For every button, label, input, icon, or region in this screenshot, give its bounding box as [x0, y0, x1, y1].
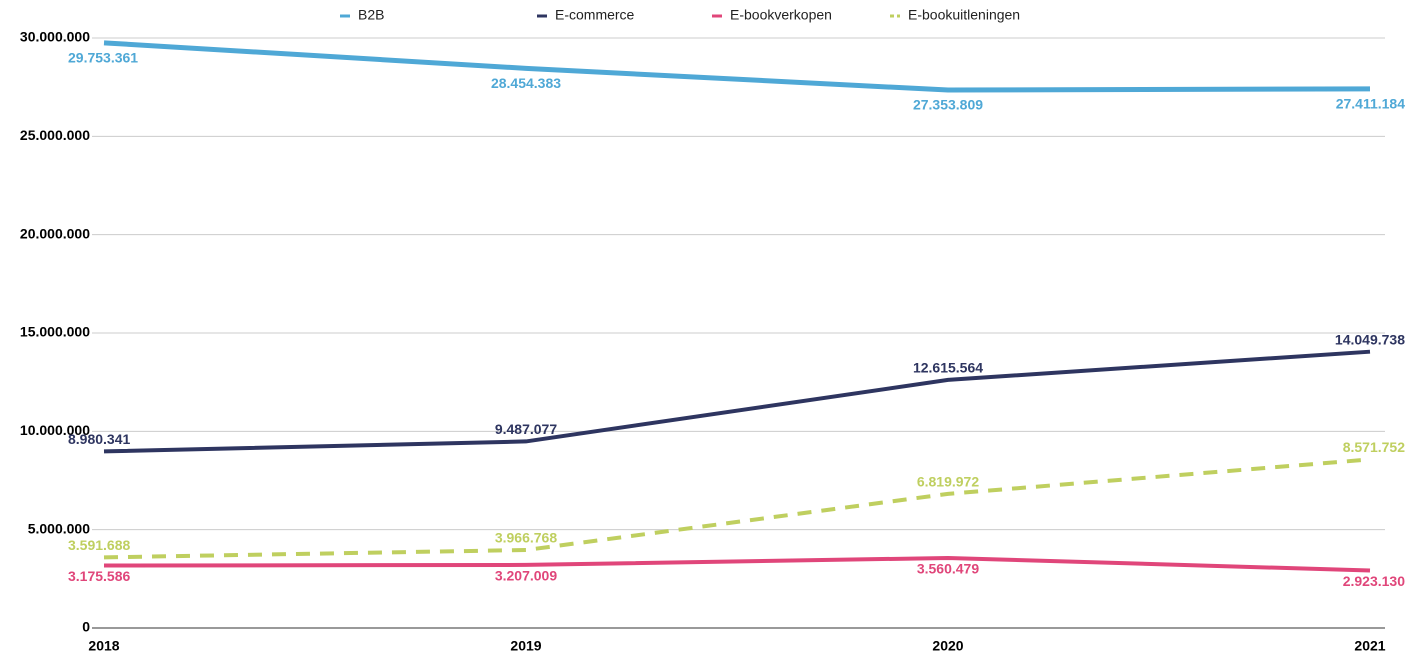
data-label: 3.591.688: [68, 537, 130, 553]
data-label: 8.571.752: [1343, 439, 1405, 455]
legend-label: E-bookuitleningen: [908, 7, 1020, 23]
legend-label: E-bookverkopen: [730, 7, 832, 23]
x-tick-label: 2021: [1354, 638, 1385, 654]
data-label: 12.615.564: [913, 360, 983, 376]
x-tick-label: 2019: [510, 638, 541, 654]
data-label: 14.049.738: [1335, 331, 1405, 347]
y-tick-label: 10.000.000: [20, 422, 90, 438]
data-label: 2.923.130: [1343, 573, 1405, 589]
data-label: 29.753.361: [68, 50, 138, 66]
data-label: 3.207.009: [495, 568, 557, 584]
data-label: 9.487.077: [495, 421, 557, 437]
series-line: [103, 40, 1371, 93]
y-tick-label: 30.000.000: [20, 29, 90, 45]
data-label: 27.353.809: [913, 97, 983, 113]
data-label: 28.454.383: [491, 75, 561, 91]
series-line: [103, 349, 1371, 454]
legend-label: B2B: [358, 7, 384, 23]
series-line: [103, 555, 1371, 573]
data-label: 3.175.586: [68, 568, 130, 584]
y-tick-label: 25.000.000: [20, 127, 90, 143]
legend-label: E-commerce: [555, 7, 635, 23]
data-label: 3.966.768: [495, 530, 557, 546]
y-tick-label: 5.000.000: [28, 520, 90, 536]
data-label: 3.560.479: [917, 561, 979, 577]
series-line: [103, 457, 1371, 560]
x-tick-label: 2020: [932, 638, 963, 654]
y-tick-label: 0: [82, 619, 90, 635]
data-label: 27.411.184: [1336, 96, 1406, 112]
data-label: 8.980.341: [68, 431, 130, 447]
x-tick-label: 2018: [88, 638, 119, 654]
y-tick-label: 20.000.000: [20, 225, 90, 241]
data-label: 6.819.972: [917, 474, 979, 490]
y-tick-label: 15.000.000: [20, 324, 90, 340]
